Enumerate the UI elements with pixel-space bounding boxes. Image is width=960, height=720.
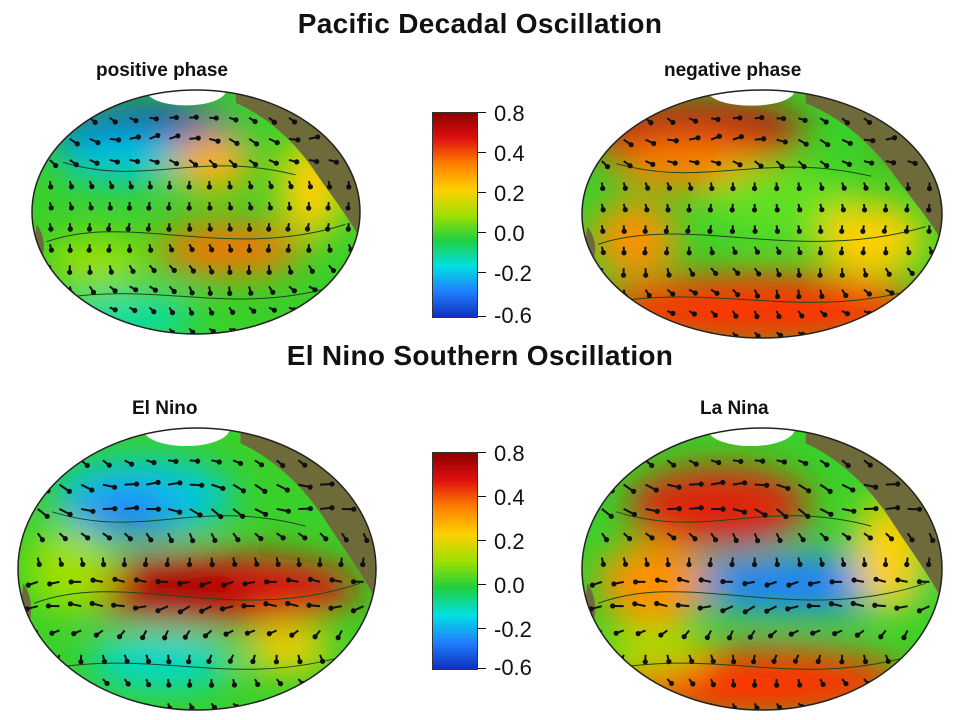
la-nina-label: La Nina	[700, 398, 769, 419]
colorbar-tick: 0.0	[494, 573, 525, 598]
colorbar-tick: -0.2	[494, 261, 532, 286]
colorbar-enso: 0.8 0.4 0.2 0.0 -0.2 -0.6	[432, 441, 532, 680]
colorbar-tick: 0.0	[494, 221, 525, 246]
colorbar-tick: 0.2	[494, 529, 525, 554]
globe-pdo-negative	[581, 89, 943, 339]
el-nino-label: El Nino	[132, 398, 198, 419]
colorbar-tick: -0.6	[494, 655, 532, 680]
globe-pdo-positive	[31, 89, 361, 335]
globe-el-nino	[17, 427, 377, 711]
colorbar-tick: 0.4	[494, 141, 525, 166]
colorbar-tick: 0.2	[494, 181, 525, 206]
colorbar-gradient	[432, 452, 478, 670]
pdo-title: Pacific Decadal Oscillation	[297, 8, 663, 39]
pdo-positive-phase-label: positive phase	[96, 60, 228, 81]
colorbar-tick: -0.6	[494, 303, 532, 328]
colorbar-tick: 0.8	[494, 441, 525, 466]
pdo-negative-phase-label: negative phase	[664, 60, 802, 81]
colorbar-gradient	[432, 112, 478, 318]
globe-la-nina	[581, 427, 943, 711]
enso-title: El Nino Southern Oscillation	[286, 340, 674, 371]
colorbar-pdo: 0.8 0.4 0.2 0.0 -0.2 -0.6	[432, 101, 532, 328]
colorbar-tick: 0.4	[494, 485, 525, 510]
colorbar-tick: -0.2	[494, 617, 532, 642]
colorbar-tick: 0.8	[494, 101, 525, 126]
